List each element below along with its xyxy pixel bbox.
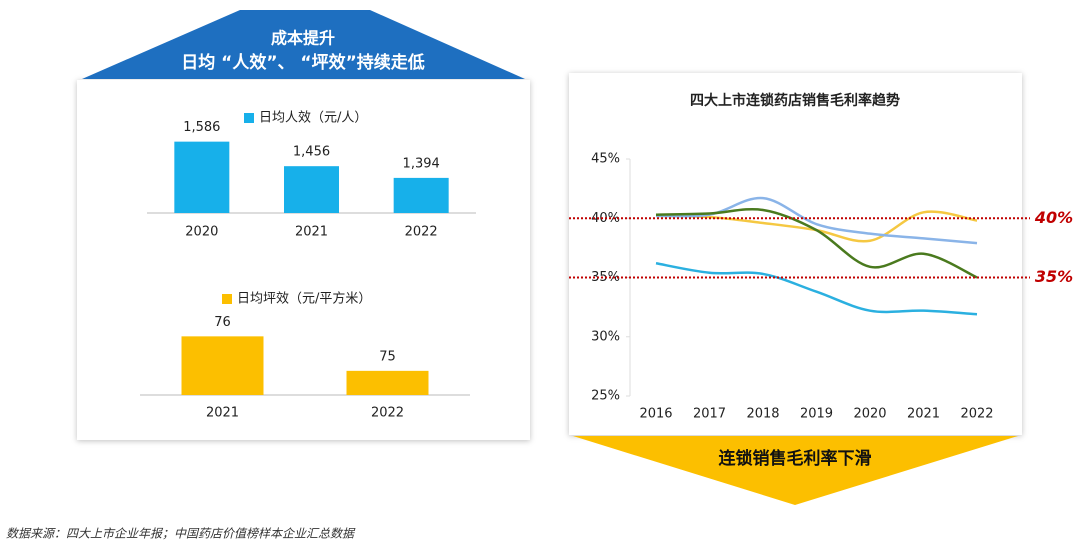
source: 数据来源：四大上市企业年报；中国药店价值榜样本企业汇总数据	[6, 527, 356, 541]
header-line: 成本提升	[271, 29, 335, 48]
footer-banner	[573, 436, 1018, 505]
reference-label: 35%	[1035, 267, 1073, 286]
value-label: 76	[214, 315, 231, 330]
x-tick-label: 2019	[800, 407, 833, 422]
reference-label: 40%	[1034, 208, 1073, 227]
x-tick-label: 2020	[185, 225, 218, 240]
bar	[284, 166, 339, 213]
legend-label: 日均人效（元/人）	[259, 111, 367, 126]
x-tick-label: 2021	[907, 407, 940, 422]
x-tick-label: 2017	[693, 407, 726, 422]
value-label: 1,586	[183, 120, 220, 135]
y-tick-label: 30%	[591, 329, 620, 344]
bar	[174, 141, 230, 213]
right-panel	[569, 73, 1022, 435]
line-series	[655, 207, 978, 279]
bar	[181, 336, 264, 395]
header-banner	[82, 10, 525, 79]
y-tick-label: 45%	[591, 152, 620, 167]
x-tick-label: 2020	[853, 407, 886, 422]
left-panel	[77, 80, 530, 440]
x-tick-label: 2022	[371, 406, 404, 421]
x-tick-label: 2021	[295, 225, 328, 240]
x-tick-label: 2022	[960, 407, 993, 422]
x-tick-label: 2016	[639, 407, 672, 422]
x-tick-label: 2018	[746, 407, 779, 422]
x-tick-label: 2021	[206, 406, 239, 421]
legend-label: 日均坪效（元/平方米）	[237, 291, 371, 307]
legend-swatch	[244, 113, 254, 123]
bar	[346, 370, 429, 395]
footer-banner-text: 连锁销售毛利率下滑	[719, 448, 872, 469]
header-line: 日均 “人效”、 “坪效”持续走低	[181, 52, 425, 73]
line-series	[655, 262, 978, 316]
value-label: 75	[379, 349, 396, 364]
x-tick-label: 2022	[405, 225, 438, 240]
chart-title: 四大上市连锁药店销售毛利率趋势	[690, 92, 900, 109]
value-label: 1,394	[403, 156, 440, 171]
y-tick-label: 25%	[591, 389, 620, 404]
legend-swatch	[222, 294, 232, 304]
bar	[393, 177, 449, 213]
value-label: 1,456	[293, 145, 330, 160]
